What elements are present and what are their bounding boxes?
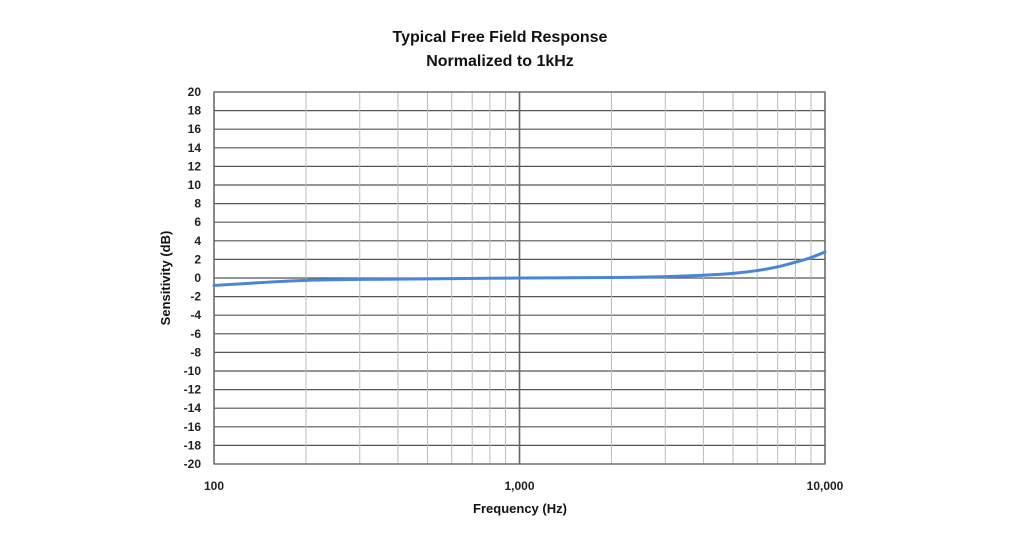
y-tick-label: -8 — [190, 345, 201, 359]
series-line — [212, 250, 827, 287]
y-tick-label: -10 — [184, 364, 202, 378]
x-tick-label: 10,000 — [807, 479, 844, 493]
y-tick-label: -20 — [184, 457, 202, 471]
chart-subtitle: Normalized to 1kHz — [426, 53, 574, 70]
chart-title: Typical Free Field Response — [393, 29, 608, 46]
y-tick-label: 20 — [188, 85, 202, 99]
y-tick-label: -14 — [184, 401, 202, 415]
x-tick-labels: 100 1,000 10,000 — [204, 479, 844, 493]
y-tick-label: -2 — [190, 290, 201, 304]
grid — [213, 91, 826, 465]
y-tick-label: 2 — [194, 252, 201, 266]
y-tick-label: 6 — [194, 215, 201, 229]
y-tick-label: 18 — [188, 104, 202, 118]
y-tick-label: -4 — [190, 308, 201, 322]
y-tick-label: 12 — [188, 159, 202, 173]
x-axis-label: Frequency (Hz) — [473, 501, 567, 516]
y-tick-labels: 20181614121086420-2-4-6-8-10-12-14-16-18… — [184, 85, 202, 471]
y-tick-label: 10 — [188, 178, 202, 192]
y-tick-label: -18 — [184, 438, 202, 452]
y-tick-label: 8 — [194, 197, 201, 211]
y-tick-label: 14 — [188, 141, 202, 155]
plot-border — [213, 91, 826, 465]
y-tick-label: -16 — [184, 420, 202, 434]
y-tick-label: -6 — [190, 327, 201, 341]
y-tick-label: 16 — [188, 122, 202, 136]
x-tick-label: 100 — [204, 479, 224, 493]
y-tick-label: -12 — [184, 383, 202, 397]
y-tick-label: 4 — [194, 234, 201, 248]
x-tick-label: 1,000 — [504, 479, 534, 493]
y-tick-label: 0 — [194, 271, 201, 285]
series-lines — [212, 250, 827, 287]
y-axis-label: Sensitivity (dB) — [158, 231, 173, 326]
